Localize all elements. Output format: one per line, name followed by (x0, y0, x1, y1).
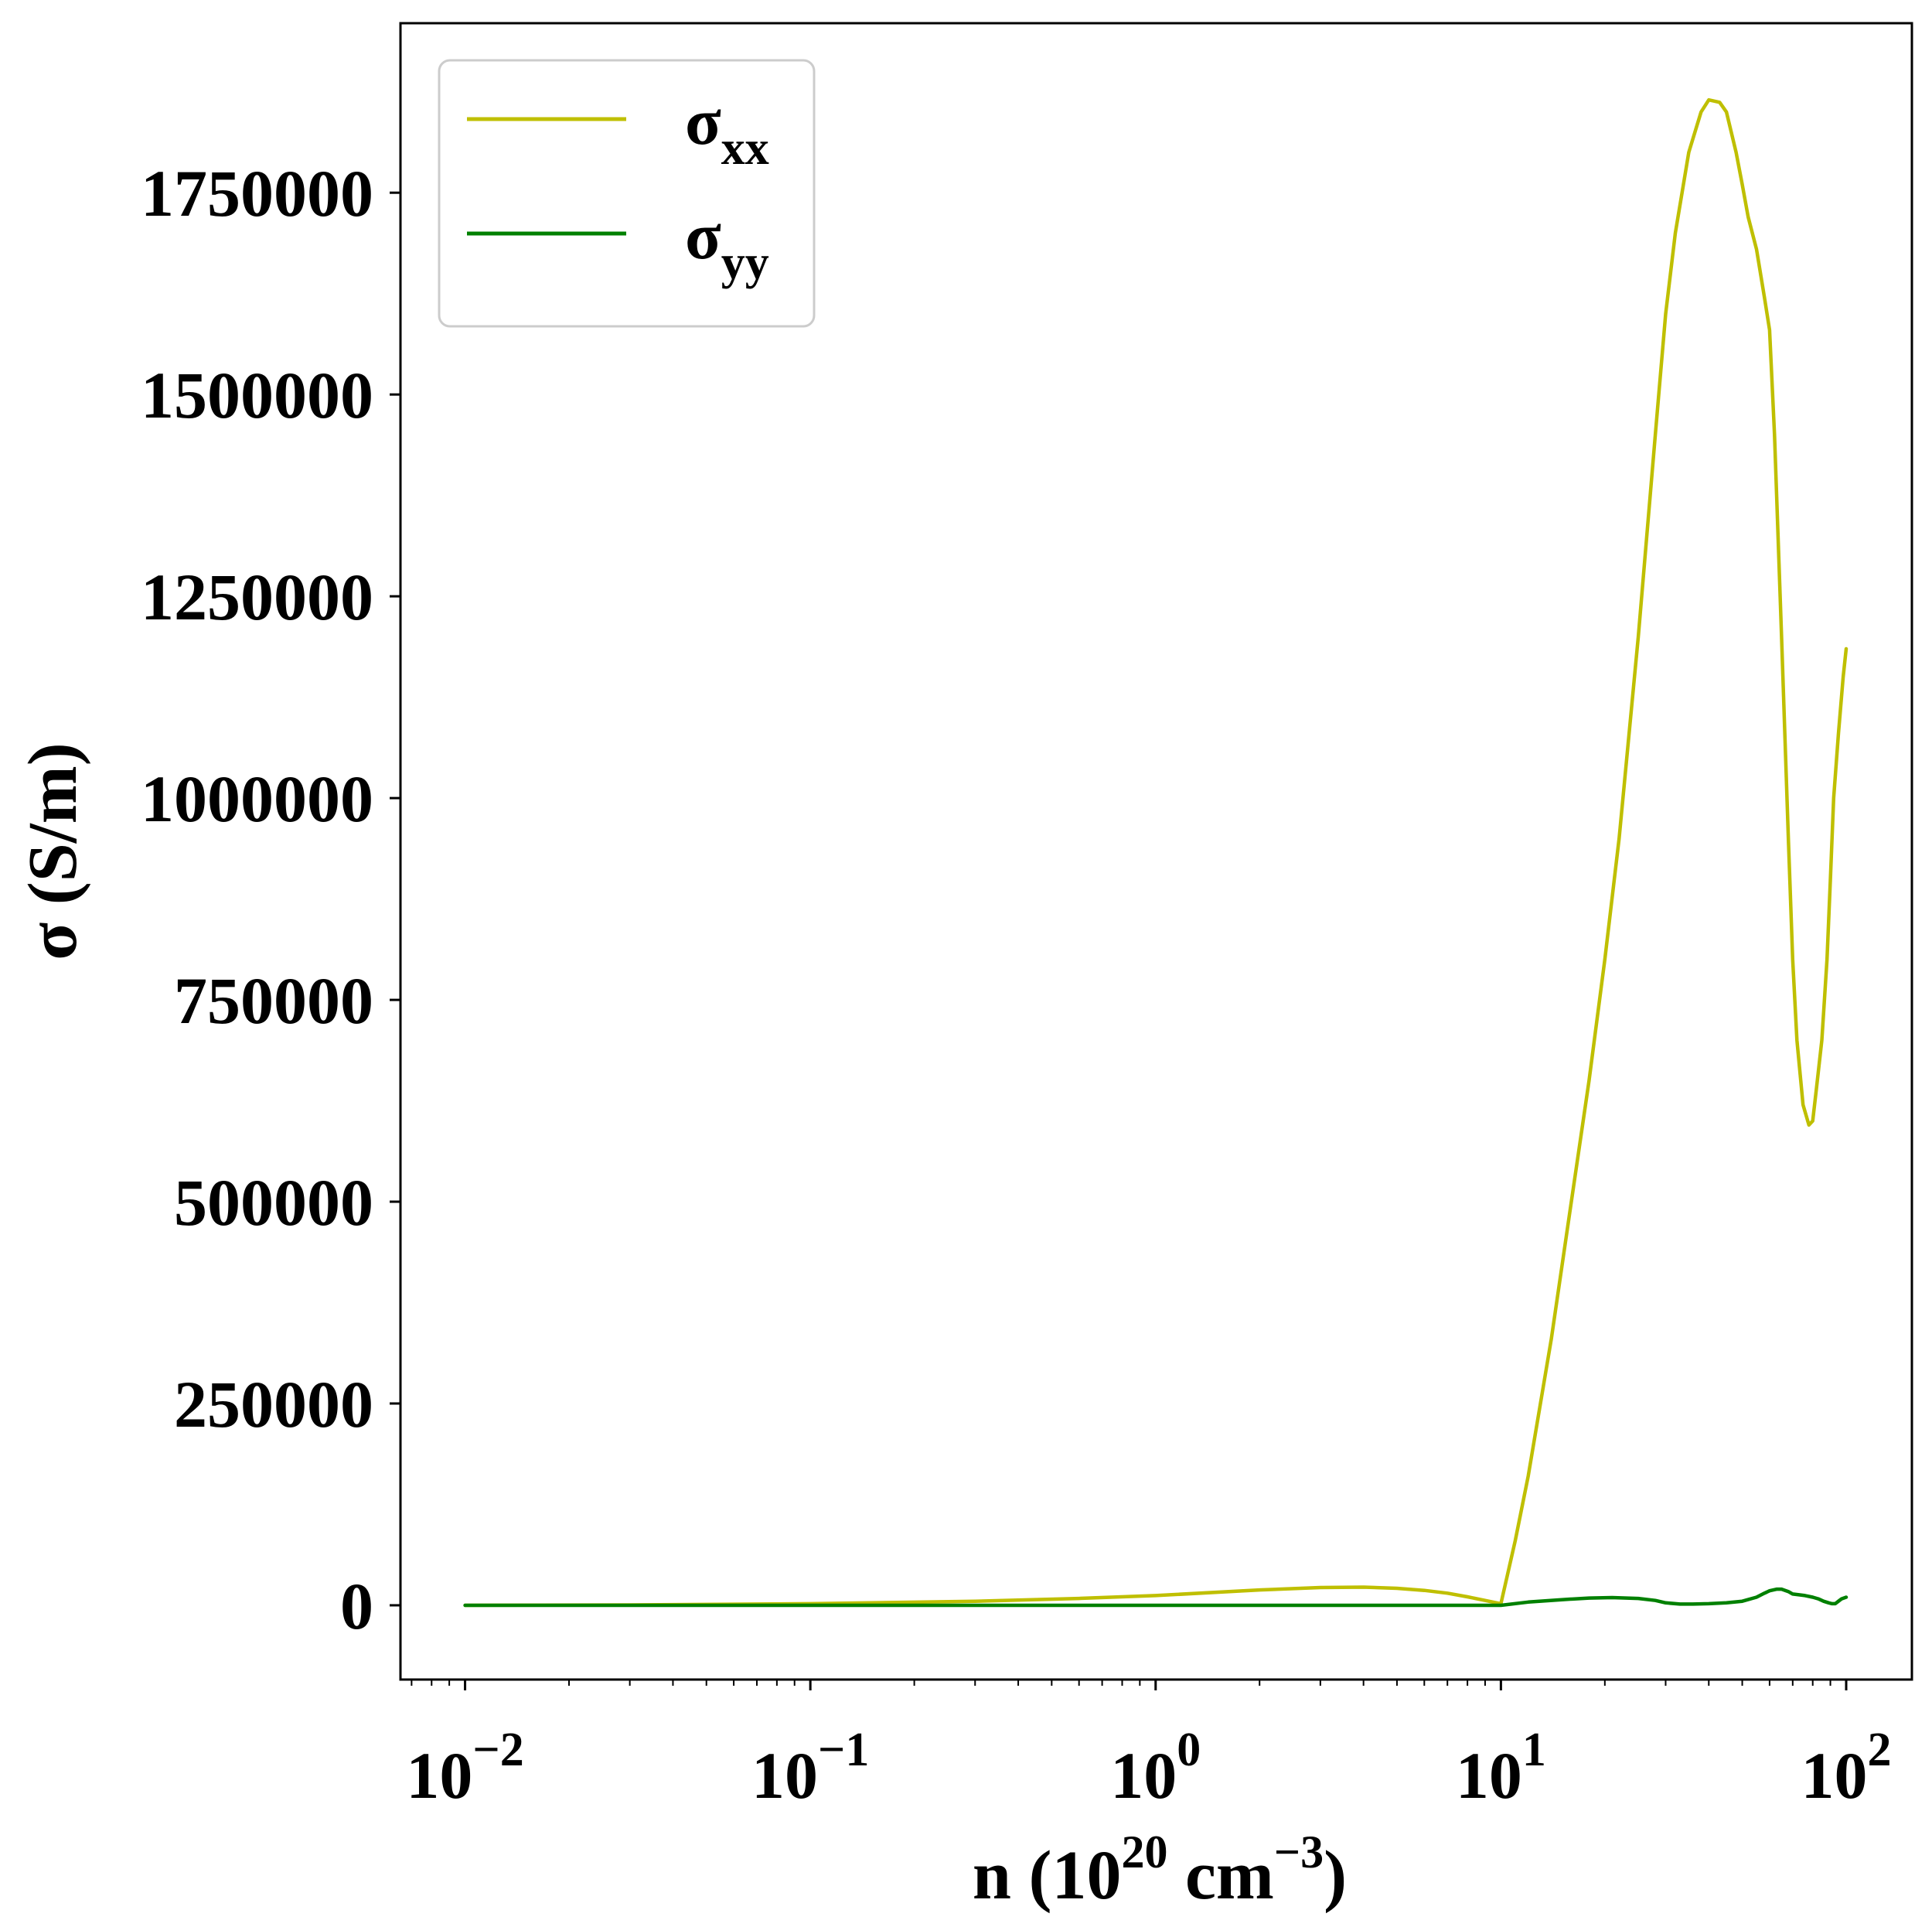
x-tick-label-exp: 0 (1177, 1724, 1201, 1776)
x-tick-label-base: 10 (1110, 1738, 1177, 1813)
x-axis-label-suffix: ) (1324, 1837, 1347, 1914)
legend-label-sigma-xx-sub: xx (721, 122, 769, 175)
x-tick-label-base: 10 (1801, 1738, 1867, 1813)
y-tick-label: 500000 (174, 1165, 373, 1240)
x-tick-label: 102 (1801, 1724, 1891, 1813)
x-axis-ticks: 10−2 10−1 100 101 102 (406, 1680, 1891, 1813)
x-tick-label: 101 (1456, 1724, 1546, 1813)
y-axis-ticks: 0 250000 500000 750000 1000000 1250000 1500000… (141, 156, 400, 1643)
series-line-0 (463, 97, 1849, 1608)
x-axis-label-sup2: −3 (1274, 1826, 1324, 1878)
y-tick-label: 1250000 (141, 560, 373, 634)
x-tick-label: 10−2 (406, 1724, 523, 1813)
x-axis-label: n (1020 cm−3) (973, 1826, 1347, 1914)
legend-box (438, 59, 816, 328)
y-tick-label: 750000 (174, 964, 373, 1038)
x-tick-label-base: 10 (1456, 1738, 1522, 1813)
y-tick-label: 1000000 (141, 762, 373, 836)
legend: σxx σyy (438, 59, 816, 328)
x-axis-label-mid: cm (1167, 1837, 1273, 1914)
legend-label-sigma-yy-main: σ (685, 199, 721, 273)
x-tick-label-base: 10 (751, 1738, 818, 1813)
series-line-1 (463, 1587, 1849, 1608)
x-tick-label: 10−1 (751, 1724, 869, 1813)
y-tick-label: 0 (340, 1569, 373, 1643)
x-axis-label-sup1: 20 (1121, 1826, 1167, 1878)
series-layer (463, 97, 1849, 1608)
x-tick-label-exp: 2 (1867, 1724, 1891, 1776)
x-tick-label-exp: 1 (1522, 1724, 1546, 1776)
legend-label-sigma-xx: σxx (685, 84, 769, 175)
y-tick-label: 1750000 (141, 156, 373, 230)
legend-label-sigma-xx-main: σ (685, 84, 721, 159)
x-axis-label-prefix: n (10 (973, 1837, 1122, 1914)
legend-label-sigma-yy-sub: yy (721, 237, 769, 289)
y-tick-label: 1500000 (141, 358, 373, 432)
y-tick-label: 250000 (174, 1367, 373, 1441)
legend-label-sigma-yy: σyy (685, 199, 769, 289)
x-tick-label-exp: −2 (472, 1724, 523, 1776)
y-axis-label: σ (S/m) (15, 742, 91, 960)
x-tick-label-exp: −1 (818, 1724, 869, 1776)
x-tick-label-base: 10 (406, 1738, 472, 1813)
x-tick-label: 100 (1110, 1724, 1201, 1813)
